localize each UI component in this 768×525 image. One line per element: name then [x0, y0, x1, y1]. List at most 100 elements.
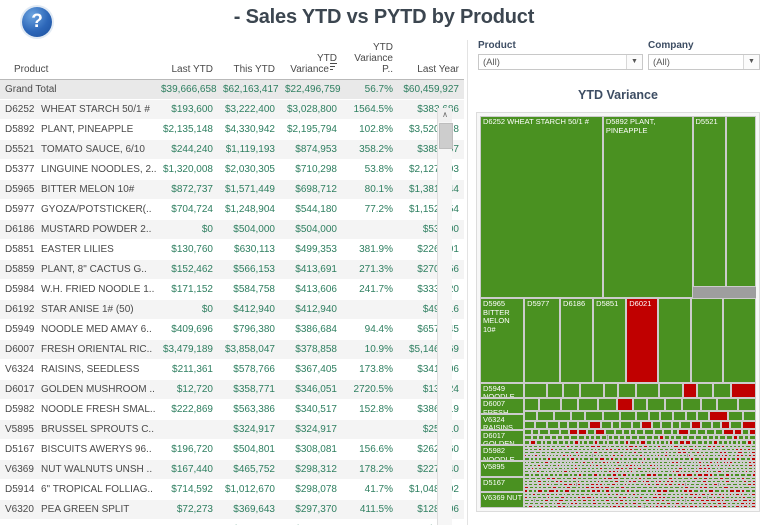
- treemap-tile-small[interactable]: [657, 476, 663, 480]
- treemap-tile-small[interactable]: [701, 479, 708, 483]
- treemap-tile-small[interactable]: [642, 454, 647, 458]
- treemap-tile-small[interactable]: [707, 495, 713, 499]
- treemap-tile-small[interactable]: [617, 447, 622, 451]
- treemap-tile-small[interactable]: [532, 479, 537, 483]
- treemap-tile-small[interactable]: [524, 467, 528, 471]
- treemap-tile-small[interactable]: [570, 492, 576, 496]
- treemap-tile-small[interactable]: [624, 451, 629, 455]
- treemap-tile-small[interactable]: [648, 451, 652, 455]
- treemap-tile-small[interactable]: [573, 467, 578, 471]
- treemap-tile-small[interactable]: [752, 470, 756, 474]
- treemap-tile-small[interactable]: [651, 489, 656, 493]
- treemap-tile-small[interactable]: [564, 451, 571, 455]
- treemap-tile-small[interactable]: [702, 473, 710, 477]
- treemap-tile-d5965[interactable]: D5965 BITTER MELON 10#: [480, 298, 525, 383]
- treemap-tile-r2g[interactable]: [722, 298, 756, 383]
- treemap-tile-small[interactable]: [612, 473, 617, 477]
- treemap-tile-small[interactable]: [570, 502, 575, 506]
- table-row[interactable]: D6186 MUSTARD POWDER 2.. $0 $504,000 $504,00…: [0, 219, 464, 240]
- table-row[interactable]: V6320 PEA GREEN SPLIT $72,273 $369,643 $297,…: [0, 499, 464, 520]
- treemap-tile-small[interactable]: [607, 470, 612, 474]
- treemap-tile-small[interactable]: [663, 470, 669, 474]
- treemap-tile-small[interactable]: [577, 505, 582, 508]
- treemap-tile-small[interactable]: [578, 428, 587, 436]
- treemap-tile-small[interactable]: [623, 457, 629, 461]
- treemap-tile-small[interactable]: [641, 460, 645, 464]
- treemap-tile-small[interactable]: [545, 440, 552, 445]
- treemap-tile-small[interactable]: [547, 382, 564, 399]
- treemap-tile-small[interactable]: [550, 492, 555, 496]
- treemap-tile-small[interactable]: [652, 451, 656, 455]
- treemap-tile-small[interactable]: [726, 460, 730, 464]
- treemap-tile-small[interactable]: [546, 457, 552, 461]
- treemap-tile-small[interactable]: [633, 444, 639, 448]
- treemap-tile-small[interactable]: [545, 447, 550, 451]
- treemap-tile-small[interactable]: [673, 440, 680, 445]
- treemap-tile-small[interactable]: [622, 470, 626, 474]
- treemap-tile-small[interactable]: [628, 499, 633, 503]
- treemap-tile-small[interactable]: [656, 473, 663, 477]
- treemap-tile-small[interactable]: [670, 463, 675, 467]
- treemap-tile-small[interactable]: [550, 451, 556, 455]
- table-row[interactable]: D5892 PLANT, PINEAPPLE $2,135,148 $4,330,94…: [0, 119, 464, 140]
- treemap-tile-small[interactable]: [541, 479, 547, 483]
- treemap-tile-small[interactable]: [643, 483, 648, 487]
- treemap-tile-small[interactable]: [735, 492, 740, 496]
- treemap-tile-small[interactable]: [590, 444, 596, 448]
- treemap-tile-small[interactable]: [545, 483, 550, 487]
- treemap-tile-small[interactable]: [555, 479, 559, 483]
- treemap-tile-small[interactable]: [534, 420, 547, 429]
- treemap-tile-small[interactable]: [675, 454, 680, 458]
- treemap-tile-small[interactable]: [565, 444, 570, 448]
- treemap-tile-small[interactable]: [689, 483, 696, 487]
- treemap-tile-small[interactable]: [559, 489, 565, 493]
- treemap-tile-small[interactable]: [645, 476, 653, 480]
- table-row[interactable]: D5982 NOODLE FRESH SMAL.. $222,869 $563,386…: [0, 399, 464, 420]
- treemap-tile-small[interactable]: [593, 457, 600, 461]
- treemap-tile-small[interactable]: [642, 502, 648, 506]
- treemap-tile-small[interactable]: [563, 470, 568, 474]
- table-row[interactable]: D5859 PLANT, 8" CACTUS G.. $152,462 $566,15…: [0, 259, 464, 280]
- treemap-tile-small[interactable]: [632, 470, 636, 474]
- treemap-tile-d5982[interactable]: D5982 NOODLE: [480, 445, 525, 461]
- treemap-tile-small[interactable]: [682, 444, 689, 448]
- treemap-tile-small[interactable]: [733, 486, 739, 490]
- treemap-tile-small[interactable]: [629, 463, 633, 467]
- treemap-tile-small[interactable]: [562, 492, 567, 496]
- treemap-tile-small[interactable]: [649, 492, 654, 496]
- treemap-tile-small[interactable]: [718, 440, 723, 445]
- treemap-tile-small[interactable]: [610, 499, 614, 503]
- treemap-tile-small[interactable]: [635, 410, 650, 421]
- treemap-tile-small[interactable]: [538, 398, 561, 411]
- treemap-tile-small[interactable]: [544, 463, 549, 467]
- treemap-tile-small[interactable]: [666, 457, 671, 461]
- treemap-tile-small[interactable]: [741, 483, 748, 487]
- treemap-tile-small[interactable]: [683, 382, 698, 399]
- treemap-tile-d5521[interactable]: D5521: [692, 116, 726, 288]
- treemap-tile-small[interactable]: [655, 460, 659, 464]
- table-row[interactable]: V5895 BRUSSEL SPROUTS C.. $324,917 $324,917…: [0, 419, 464, 440]
- treemap-tile-small[interactable]: [738, 486, 744, 490]
- treemap-tile-small[interactable]: [724, 473, 731, 477]
- treemap-tile-small[interactable]: [702, 476, 708, 480]
- treemap-tile-small[interactable]: [647, 460, 652, 464]
- treemap-tile-small[interactable]: [563, 479, 569, 483]
- treemap-tile-small[interactable]: [623, 460, 627, 464]
- treemap-tile-small[interactable]: [590, 467, 595, 471]
- treemap-tile-small[interactable]: [625, 447, 630, 451]
- treemap-tile-small[interactable]: [747, 483, 752, 487]
- treemap-tile-small[interactable]: [639, 440, 646, 445]
- treemap-tile-small[interactable]: [735, 457, 740, 461]
- treemap-tile-small[interactable]: [651, 440, 657, 445]
- treemap-tile-small[interactable]: [582, 440, 588, 445]
- treemap-tile-small[interactable]: [605, 489, 610, 493]
- treemap-tile-small[interactable]: [647, 444, 653, 448]
- treemap-tile-small[interactable]: [619, 457, 624, 461]
- treemap-tile-small[interactable]: [624, 505, 630, 508]
- treemap-tile-small[interactable]: [568, 440, 574, 445]
- treemap-tile-small[interactable]: [620, 467, 624, 471]
- treemap-tile-small[interactable]: [708, 505, 714, 508]
- treemap-tile-small[interactable]: [630, 435, 639, 441]
- treemap-tile-small[interactable]: [529, 502, 535, 506]
- treemap-tile-small[interactable]: [718, 483, 723, 487]
